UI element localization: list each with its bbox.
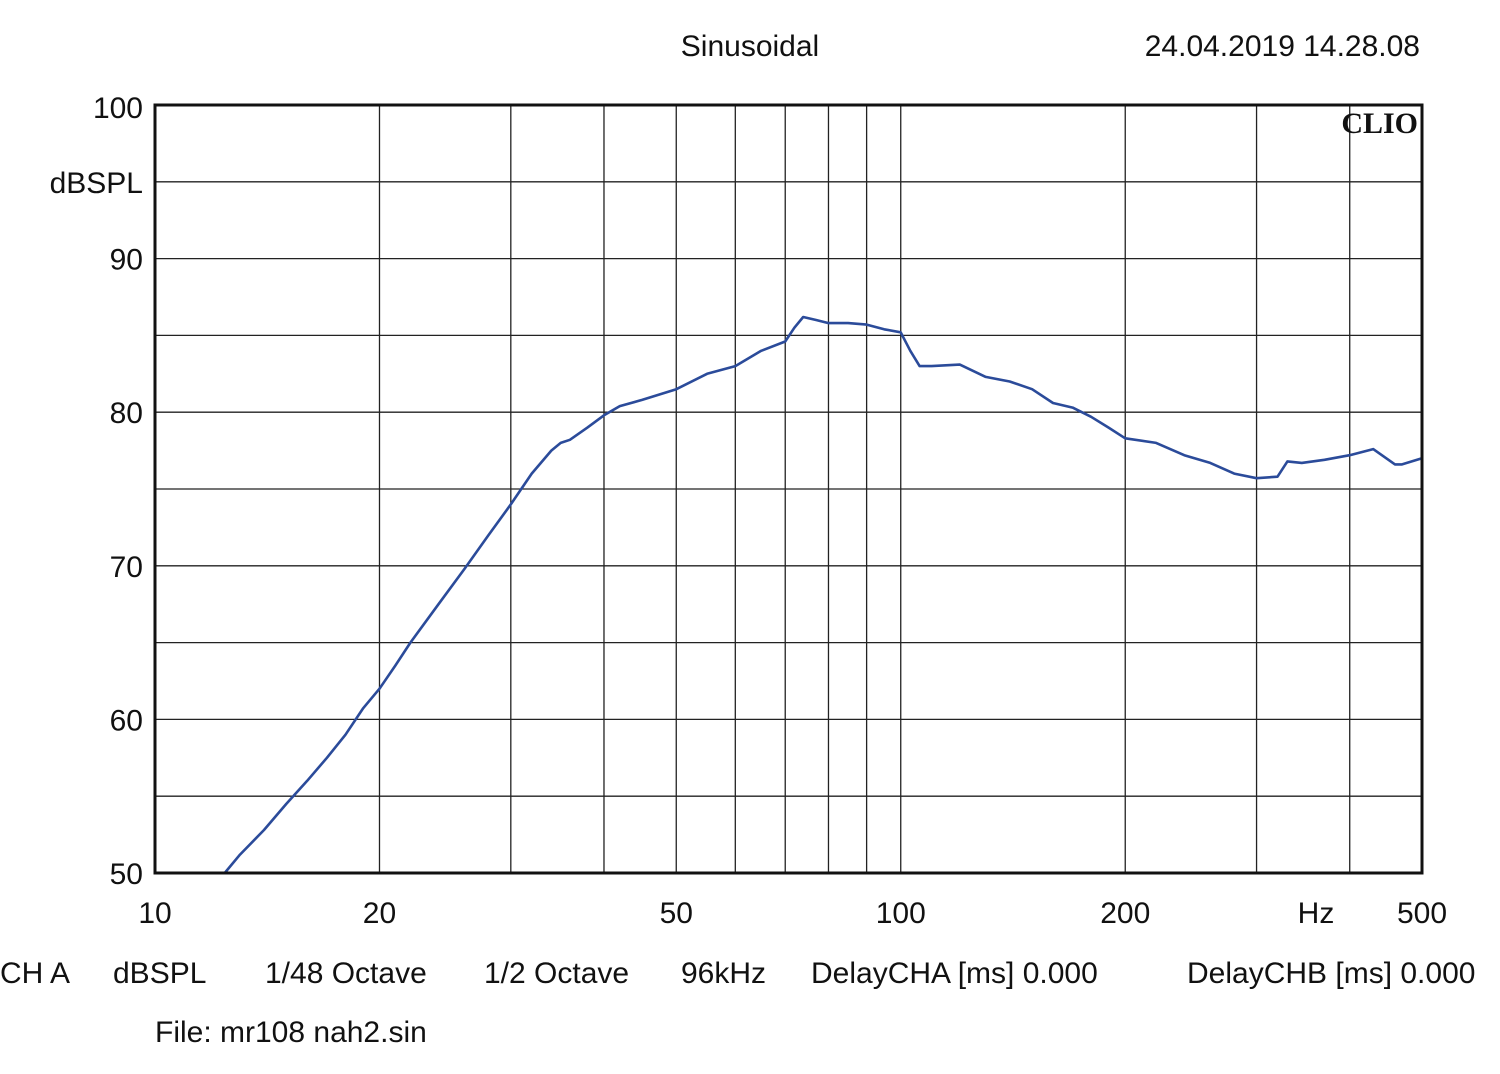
x-tick-label: 20 <box>363 897 396 930</box>
x-axis-label: Hz <box>1298 897 1335 930</box>
x-tick-label: 100 <box>876 897 926 930</box>
brand-logo: CLIO <box>1341 107 1418 140</box>
plot-frame <box>153 103 1424 875</box>
footer-unit: dBSPL <box>113 957 206 990</box>
footer-smoothing: 1/2 Octave <box>484 957 629 990</box>
footer-delay-cha: DelayCHA [ms] 0.000 <box>811 957 1098 990</box>
x-tick-label: 200 <box>1100 897 1150 930</box>
y-tick-label: 70 <box>110 551 143 584</box>
footer-channel: CH A <box>0 957 70 990</box>
footer-resolution: 1/48 Octave <box>265 957 427 990</box>
x-tick-label: 500 <box>1397 897 1447 930</box>
footer-sample-rate: 96kHz <box>681 957 766 990</box>
footer-file: File: mr108 nah2.sin <box>155 1016 427 1049</box>
footer-delay-chb: DelayCHB [ms] 0.000 <box>1187 957 1475 990</box>
y-tick-label: 60 <box>110 704 143 737</box>
timestamp: 24.04.2019 14.28.08 <box>1145 30 1420 63</box>
x-tick-labels: 10 20 50 100 200 500 <box>138 897 1447 930</box>
chart-title: Sinusoidal <box>681 30 819 63</box>
series-layer <box>223 315 1424 875</box>
y-tick-label: 90 <box>110 244 143 277</box>
x-tick-label: 10 <box>138 897 171 930</box>
x-tick-label: 50 <box>660 897 693 930</box>
y-tick-labels: 90 80 70 60 50 <box>110 244 143 891</box>
y-axis-label: dBSPL <box>50 167 143 200</box>
y-tick-label: 50 <box>110 858 143 891</box>
grid <box>155 105 1422 873</box>
y-tick-label: 80 <box>110 397 143 430</box>
y-tick-label-top: 100 <box>93 92 143 125</box>
series-line <box>223 315 1424 875</box>
